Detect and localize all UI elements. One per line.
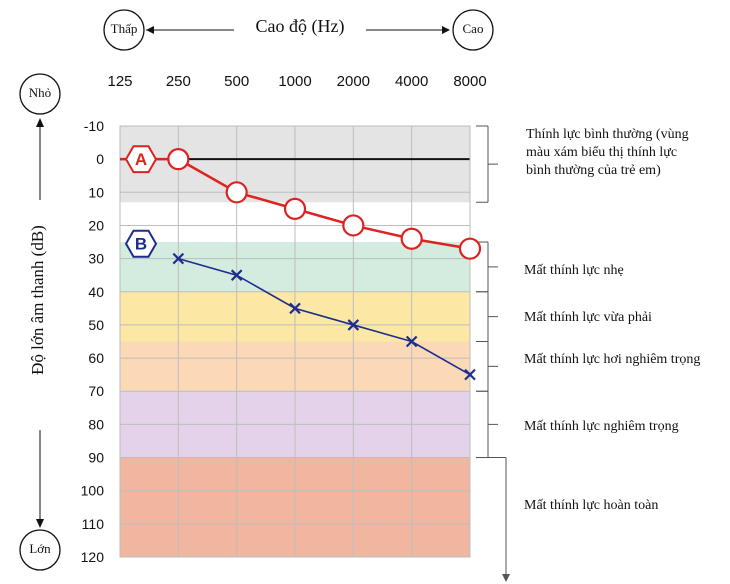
- plot-border: [119, 125, 471, 558]
- point-A-1000: [283, 197, 307, 220]
- band-label-moderately-severe: Mất thính lực hơi nghiêm trọng: [524, 352, 701, 367]
- x-tick-label: 2000: [337, 73, 370, 90]
- circle-high: [452, 9, 494, 51]
- point-A-250: [167, 148, 190, 171]
- y-tick-label: 20: [88, 217, 104, 233]
- x-tick-label: 8000: [453, 73, 486, 90]
- circle-top-left: [19, 73, 61, 115]
- x-tick-label: 500: [224, 73, 249, 90]
- x-high-label: Cao: [462, 21, 484, 36]
- circle-bottom-left: [19, 529, 61, 571]
- point-A-500: [225, 181, 248, 204]
- y-tick-label: -10: [84, 118, 104, 134]
- y-tick-label: 0: [96, 151, 104, 167]
- x-tick-label: 1000: [278, 73, 311, 90]
- series-badge-A-text: A: [135, 150, 147, 169]
- point-B-500: [230, 269, 243, 281]
- series-badge-B-text: B: [135, 235, 147, 254]
- arrowhead-down-left: [36, 519, 44, 528]
- series-badge-B: [124, 229, 158, 258]
- band-label-severe: Mất thính lực nghiêm trọng: [524, 419, 679, 434]
- x-tick-label: 125: [107, 73, 132, 90]
- y-tick-label: 90: [88, 450, 104, 466]
- y-tick-label: 40: [88, 284, 104, 300]
- y-bottom-label: Lớn: [29, 541, 51, 556]
- x-tick-label: 4000: [395, 73, 428, 90]
- point-A-2000: [342, 214, 365, 237]
- y-tick-label: 120: [81, 549, 105, 565]
- band-label-moderate: Mất thính lực vừa phải: [524, 310, 652, 325]
- x-tick-label: 250: [166, 73, 191, 90]
- band-label-mild: Mất thính lực nhẹ: [524, 263, 624, 278]
- y-tick-label: 70: [88, 383, 104, 399]
- arrowhead-right-top: [442, 26, 450, 34]
- point-B-8000: [464, 368, 476, 381]
- y-tick-label: 60: [88, 350, 104, 366]
- band-label-profound: Mất thính lực hoàn toàn: [524, 498, 659, 513]
- bracket-profound-arrowhead: [502, 574, 510, 582]
- point-A-8000: [458, 237, 482, 260]
- y-axis-title: Độ lớn âm thanh (dB): [28, 225, 47, 375]
- circle-low: [103, 9, 145, 51]
- band-label-normal: Thính lực bình thường (vùng màu xám biểu…: [526, 127, 689, 178]
- arrowhead-left-top: [146, 26, 154, 34]
- x-axis-title: Cao độ (Hz): [255, 16, 345, 36]
- y-tick-label: 110: [82, 516, 105, 532]
- point-B-250: [172, 252, 185, 265]
- y-top-label: Nhỏ: [28, 85, 52, 100]
- arrowhead-up-left: [36, 118, 44, 127]
- point-A-4000: [400, 227, 423, 250]
- x-low-label: Thấp: [110, 21, 138, 36]
- y-tick-label: 50: [88, 317, 104, 333]
- series-line-B: [178, 257, 471, 376]
- point-B-2000: [347, 319, 360, 331]
- y-tick-label: 100: [81, 483, 105, 499]
- point-B-1000: [289, 302, 301, 315]
- y-tick-label: 30: [88, 251, 104, 267]
- series-badge-A: [124, 145, 158, 174]
- y-tick-label: 10: [88, 184, 104, 200]
- point-B-4000: [405, 335, 418, 348]
- y-tick-label: 80: [88, 416, 104, 432]
